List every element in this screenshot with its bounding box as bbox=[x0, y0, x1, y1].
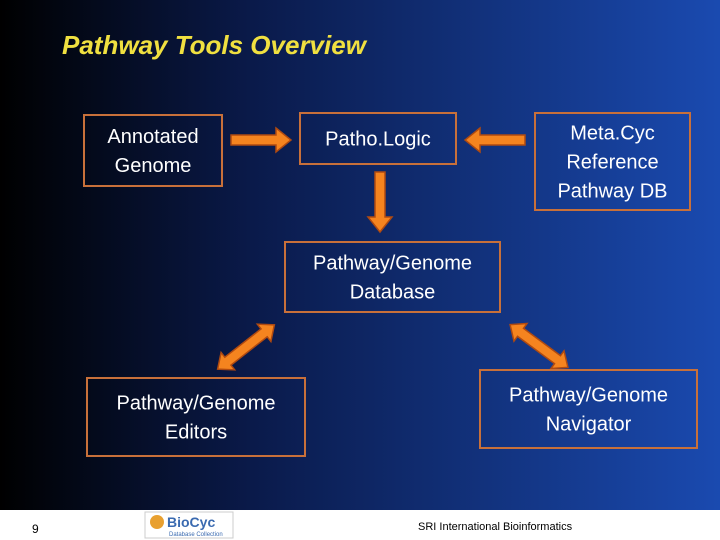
node-box bbox=[479, 369, 698, 449]
page-number: 9 bbox=[32, 522, 39, 536]
double-arrow bbox=[216, 323, 276, 371]
node-label: Genome bbox=[115, 155, 192, 177]
node-label: Pathway/Genome bbox=[509, 385, 668, 407]
node-box bbox=[534, 112, 691, 211]
node-box bbox=[299, 112, 457, 165]
footer-band bbox=[0, 510, 720, 540]
credit: SRI International Bioinformatics bbox=[418, 521, 573, 533]
node-box bbox=[86, 377, 306, 457]
node-label: Reference bbox=[566, 152, 658, 174]
node-label: Pathway/Genome bbox=[313, 253, 472, 275]
logo-icon bbox=[150, 515, 164, 529]
node-label: Navigator bbox=[546, 414, 632, 436]
node-label: Pathway/Genome bbox=[117, 393, 276, 415]
arrow bbox=[366, 171, 394, 234]
logo-subtitle: Database Collection bbox=[169, 532, 223, 538]
node-label: Pathway DB bbox=[557, 181, 667, 203]
double-arrow bbox=[509, 322, 569, 370]
node-label: Patho.Logic bbox=[325, 129, 431, 151]
arrow bbox=[230, 126, 293, 154]
node-label: Annotated bbox=[107, 126, 198, 148]
node-label: Editors bbox=[165, 422, 227, 444]
arrow bbox=[463, 126, 526, 154]
node-label: Database bbox=[350, 282, 436, 304]
node-box bbox=[284, 241, 501, 313]
node-label: Meta.Cyc bbox=[570, 123, 654, 145]
logo: BioCyc bbox=[167, 514, 215, 530]
node-box bbox=[83, 114, 223, 187]
slide-title: Pathway Tools Overview bbox=[62, 30, 368, 60]
